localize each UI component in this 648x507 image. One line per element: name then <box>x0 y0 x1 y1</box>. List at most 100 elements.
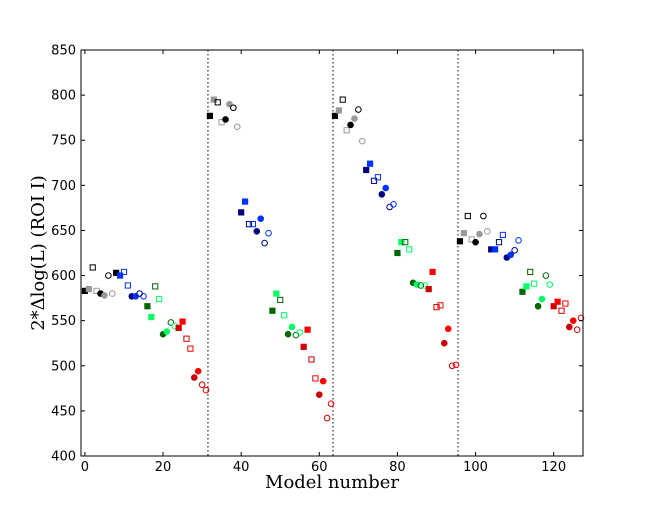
data-point-circle <box>167 319 175 326</box>
data-point-square <box>249 221 256 228</box>
data-point-circle <box>417 282 425 289</box>
data-point-square <box>120 268 128 276</box>
data-point-square <box>238 209 245 216</box>
data-point-square <box>531 280 538 287</box>
y-tick-label: 800 <box>51 89 76 104</box>
data-point-circle <box>507 251 515 259</box>
data-points <box>81 96 585 422</box>
y-tick-label: 400 <box>51 450 76 465</box>
data-point-square <box>273 290 280 297</box>
data-point-square <box>343 127 350 134</box>
data-point-circle <box>265 229 272 237</box>
data-point-square <box>312 375 319 382</box>
data-point-square <box>495 239 503 246</box>
data-point-square <box>281 312 288 319</box>
data-point-square <box>456 238 464 245</box>
data-point-square <box>156 295 163 303</box>
data-point-square <box>433 304 440 311</box>
plot-area <box>81 50 583 456</box>
data-point-circle <box>573 326 581 333</box>
data-point-square <box>85 285 92 293</box>
data-point-square <box>366 160 374 167</box>
data-point-circle <box>230 104 237 112</box>
data-point-square <box>374 174 382 181</box>
data-point-circle <box>296 329 304 336</box>
data-point-square <box>550 303 557 310</box>
x-tick-label: 100 <box>463 460 488 475</box>
data-point-square <box>331 112 339 119</box>
y-tick-label: 500 <box>51 359 76 374</box>
data-point-square <box>241 198 249 205</box>
data-point-square <box>308 356 315 363</box>
y-tick-label: 600 <box>51 269 76 284</box>
data-point-circle <box>347 121 354 129</box>
data-point-circle <box>444 325 452 333</box>
data-point-square <box>527 268 534 276</box>
data-point-circle <box>452 361 460 369</box>
data-point-circle <box>390 200 397 208</box>
x-tick-label: 40 <box>233 460 250 475</box>
data-point-circle <box>194 367 202 375</box>
y-tick-label: 850 <box>51 44 76 59</box>
x-tick-label: 20 <box>155 460 172 475</box>
data-point-square <box>464 212 471 220</box>
data-point-circle <box>413 281 421 288</box>
data-point-circle <box>323 414 331 422</box>
data-point-circle <box>105 272 112 279</box>
x-tick-label: 120 <box>541 460 566 475</box>
data-point-square <box>304 326 311 333</box>
data-point-circle <box>351 115 358 122</box>
data-point-square <box>562 300 569 307</box>
data-point-circle <box>284 330 292 338</box>
data-point-circle <box>140 293 147 300</box>
y-tick-label: 550 <box>51 314 76 329</box>
data-point-circle <box>382 184 390 192</box>
data-point-square <box>398 239 405 246</box>
y-tick-label: 450 <box>51 404 76 419</box>
data-point-square <box>124 282 131 289</box>
data-point-square <box>499 231 507 239</box>
data-point-circle <box>327 400 335 407</box>
data-point-square <box>187 345 194 352</box>
data-point-circle <box>566 323 573 331</box>
data-point-square <box>429 268 436 276</box>
data-point-circle <box>480 212 487 220</box>
data-point-circle <box>222 116 229 123</box>
plot-frame <box>80 49 584 457</box>
y-tick-label: 650 <box>51 224 76 239</box>
y-tick-label: 700 <box>51 179 76 194</box>
y-tick-labels: 400 450 500 550 600 650 700 750 800 850 <box>51 44 76 465</box>
data-point-square <box>460 230 467 237</box>
data-point-circle <box>253 228 261 235</box>
data-point-circle <box>233 123 241 130</box>
x-tick-label: 0 <box>81 460 89 475</box>
data-point-circle <box>163 328 171 335</box>
data-point-circle <box>358 137 366 145</box>
data-point-circle <box>448 362 456 370</box>
data-point-circle <box>421 282 429 289</box>
data-point-square <box>214 99 221 106</box>
data-point-square <box>148 313 155 321</box>
data-point-circle <box>288 323 296 331</box>
x-tick-label: 60 <box>311 460 328 475</box>
axis-ticks <box>81 49 583 457</box>
data-point-square <box>363 166 370 174</box>
data-point-square <box>144 303 151 310</box>
data-point-circle <box>476 230 483 238</box>
data-point-square <box>152 283 159 290</box>
data-point-square <box>269 307 276 314</box>
data-point-square <box>206 112 214 119</box>
data-point-square <box>523 283 530 290</box>
data-point-circle <box>261 239 268 247</box>
data-point-circle <box>441 339 448 347</box>
data-point-square <box>179 318 186 325</box>
data-point-circle <box>355 106 362 113</box>
data-point-circle <box>534 302 542 310</box>
data-point-square <box>519 288 526 295</box>
data-point-circle <box>378 191 386 198</box>
data-point-circle <box>316 391 323 398</box>
x-tick-labels: 0 20 40 60 80 100 120 <box>81 460 566 475</box>
data-point-square <box>425 285 432 293</box>
data-point-circle <box>101 292 108 299</box>
